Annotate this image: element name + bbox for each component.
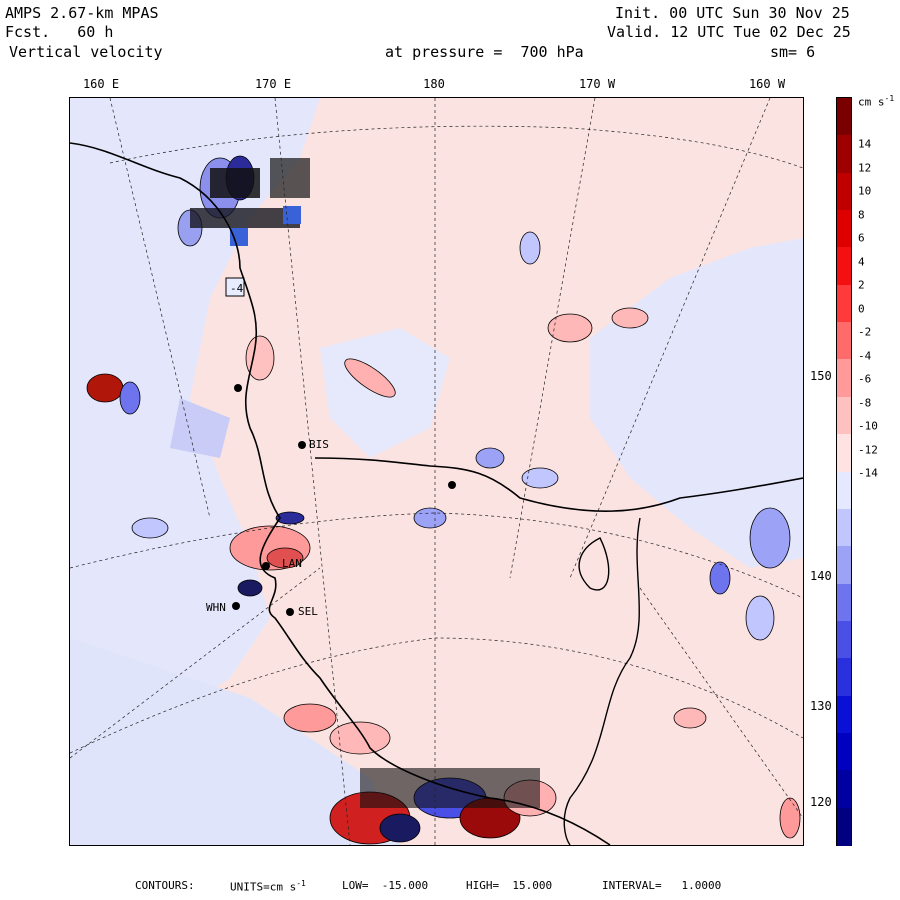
graticule xyxy=(70,98,803,845)
lon-label-160w: 160 W xyxy=(748,77,786,91)
colorbar-tick-label: -6 xyxy=(858,372,872,386)
map-canvas xyxy=(70,98,803,845)
blue-cell-west xyxy=(170,398,230,458)
colorbar-tick-label: -8 xyxy=(858,396,872,409)
colorbar-segment xyxy=(837,135,851,174)
color-scale-bar xyxy=(836,97,852,846)
footer-units: UNITS=cm s-1 xyxy=(230,879,306,894)
colorbar-segment xyxy=(837,620,851,659)
colorbar-segment xyxy=(837,732,851,771)
station-label-lan: LAN xyxy=(282,557,302,570)
forecast-value: 60 h xyxy=(77,23,114,41)
colorbar-segment xyxy=(837,172,851,211)
model-title: AMPS 2.67-km MPAS xyxy=(5,4,159,22)
colorbar-segment xyxy=(837,658,851,697)
colorbar-tick-label: 0 xyxy=(858,302,865,315)
southwest-blue-region xyxy=(70,638,400,845)
footer-high: HIGH= 15.000 xyxy=(466,879,553,892)
vertical-velocity-map xyxy=(69,97,804,846)
colorbar-units: cm s-1 xyxy=(858,94,895,109)
colorbar-tick-label: -14 xyxy=(858,466,878,480)
colorbar-tick-label: -2 xyxy=(858,325,872,339)
colorbar-tick-label: 4 xyxy=(858,255,865,268)
lon-label-160e: 160 E xyxy=(82,77,120,91)
footer-low: LOW= -15.000 xyxy=(342,879,429,892)
label-box xyxy=(225,277,245,297)
colorbar-tick-label: -4 xyxy=(858,349,872,362)
ice-shelf-front xyxy=(314,457,803,512)
station-label-sel: SEL xyxy=(298,605,318,618)
colorbar-segment xyxy=(837,322,851,361)
colorbar-segment xyxy=(837,807,851,846)
colorbar-segment xyxy=(837,210,851,249)
colorbar-segment xyxy=(837,359,851,398)
valid-time: Valid. 12 UTC Tue 02 Dec 25 xyxy=(607,23,851,41)
field-name: Vertical velocity xyxy=(9,43,163,61)
colorbar-segment xyxy=(837,396,851,435)
colorbar-segment xyxy=(837,247,851,286)
colorbar-segment xyxy=(837,546,851,585)
footer-contours: CONTOURS: xyxy=(135,879,195,892)
grounding-line xyxy=(563,517,641,845)
station-label-bis: BIS xyxy=(309,438,329,451)
colorbar-tick-label: 2 xyxy=(858,278,865,292)
colorbar-tick-label: -12 xyxy=(858,443,878,456)
colorbar-segment xyxy=(837,434,851,473)
colorbar-segment xyxy=(837,471,851,510)
colorbar-segment xyxy=(837,508,851,547)
lon-label-170w: 170 W xyxy=(578,77,616,91)
station-markers xyxy=(232,384,456,616)
colorbar-tick-label: 14 xyxy=(858,137,872,151)
coastline xyxy=(70,142,611,845)
colorbar-segment xyxy=(837,98,851,136)
colorbar-segment xyxy=(837,695,851,734)
colorbar-tick-label: -10 xyxy=(858,419,878,433)
island xyxy=(578,537,610,591)
forecast-hour: Fcst. 60 h xyxy=(5,23,113,41)
colorbar-tick-label: 10 xyxy=(858,184,872,198)
init-time: Init. 00 UTC Sun 30 Nov 25 xyxy=(615,4,850,22)
colorbar-tick-label: 12 xyxy=(858,161,872,174)
footer-interval: INTERVAL= 1.0000 xyxy=(602,879,722,892)
colorbar-segment xyxy=(837,770,851,809)
smoothing: sm= 6 xyxy=(770,43,816,61)
forecast-label: Fcst. xyxy=(5,23,51,41)
pressure-level: at pressure = 700 hPa xyxy=(385,43,584,61)
colorbar-segment xyxy=(837,583,851,622)
colorbar-segment xyxy=(837,284,851,323)
lon-label-180: 180 xyxy=(423,77,445,91)
station-label-whn: WHN xyxy=(206,601,226,614)
colorbar-tick-label: 6 xyxy=(858,231,865,245)
colorbar-tick-label: 8 xyxy=(858,208,865,221)
contour-label-minus4: -4 xyxy=(230,282,244,295)
lon-label-170e: 170 E xyxy=(254,77,292,91)
